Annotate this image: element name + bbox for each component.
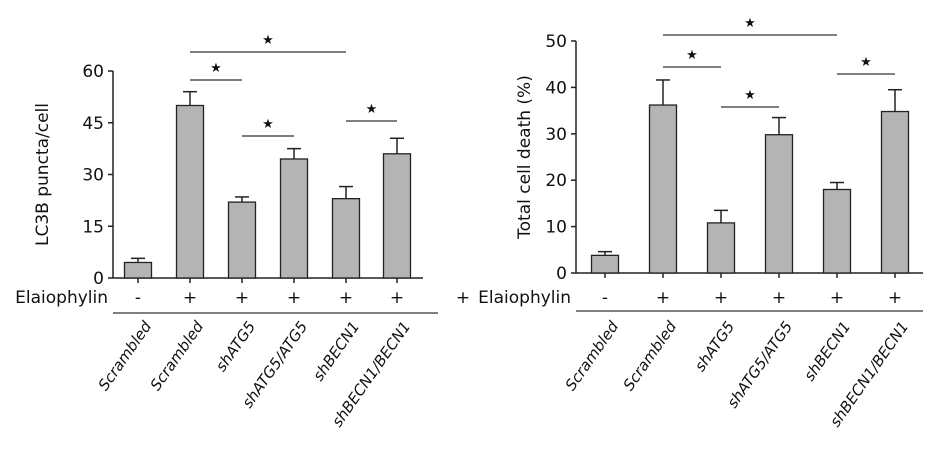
treatment-sign: + bbox=[235, 288, 249, 308]
treatment-sign: + bbox=[888, 288, 902, 308]
significance-star: ★ bbox=[860, 55, 872, 70]
bar bbox=[590, 254, 620, 274]
stray-plus-mark: + bbox=[456, 288, 470, 308]
y-tick-label: 50 bbox=[545, 32, 567, 52]
category-label: Scrambled bbox=[562, 318, 623, 394]
bar bbox=[764, 134, 794, 274]
significance-star: ★ bbox=[686, 48, 698, 63]
treatment-label: Elaiophylin bbox=[478, 288, 571, 308]
bar bbox=[648, 104, 678, 274]
y-tick-label: 15 bbox=[82, 217, 104, 237]
y-tick-label: 10 bbox=[545, 218, 567, 238]
category-label: shBECN1 bbox=[800, 318, 854, 384]
category-label: shATG5 bbox=[691, 318, 738, 375]
treatment-sign: + bbox=[339, 288, 353, 308]
significance-star: ★ bbox=[262, 33, 274, 48]
bar bbox=[123, 261, 153, 279]
significance-star: ★ bbox=[210, 61, 222, 76]
treatment-sign: + bbox=[656, 288, 670, 308]
significance-star: ★ bbox=[262, 117, 274, 132]
treatment-label: Elaiophylin bbox=[15, 288, 108, 308]
significance-star: ★ bbox=[744, 16, 756, 31]
treatment-sign: + bbox=[714, 288, 728, 308]
category-label: Scrambled bbox=[147, 318, 208, 394]
category-label: shATG5 bbox=[212, 318, 259, 375]
y-tick-label: 60 bbox=[82, 62, 104, 82]
y-tick-label: 45 bbox=[82, 114, 104, 134]
treatment-sign: + bbox=[183, 288, 197, 308]
y-tick-label: 0 bbox=[556, 264, 567, 284]
bar bbox=[279, 158, 309, 279]
bar bbox=[331, 197, 361, 279]
y-tick-label: 0 bbox=[93, 269, 104, 289]
y-axis-label: LC3B puncta/cell bbox=[33, 103, 53, 246]
significance-star: ★ bbox=[744, 88, 756, 103]
significance-star: ★ bbox=[366, 102, 378, 117]
category-label: shBECN1 bbox=[309, 318, 363, 384]
y-tick-label: 30 bbox=[82, 166, 104, 186]
treatment-sign: + bbox=[390, 288, 404, 308]
treatment-sign: + bbox=[830, 288, 844, 308]
treatment-sign: + bbox=[772, 288, 786, 308]
treatment-sign: - bbox=[602, 288, 608, 308]
bar bbox=[706, 222, 736, 274]
bar bbox=[175, 104, 205, 279]
y-axis-label: Total cell death (%) bbox=[515, 75, 535, 240]
y-tick-label: 40 bbox=[545, 78, 567, 98]
bar bbox=[227, 201, 257, 279]
category-label: Scrambled bbox=[620, 318, 681, 394]
bar bbox=[822, 188, 852, 274]
y-tick-label: 30 bbox=[545, 125, 567, 145]
bar bbox=[880, 110, 910, 274]
treatment-sign: - bbox=[135, 288, 141, 308]
bar bbox=[382, 153, 412, 279]
treatment-sign: + bbox=[287, 288, 301, 308]
y-tick-label: 20 bbox=[545, 171, 567, 191]
